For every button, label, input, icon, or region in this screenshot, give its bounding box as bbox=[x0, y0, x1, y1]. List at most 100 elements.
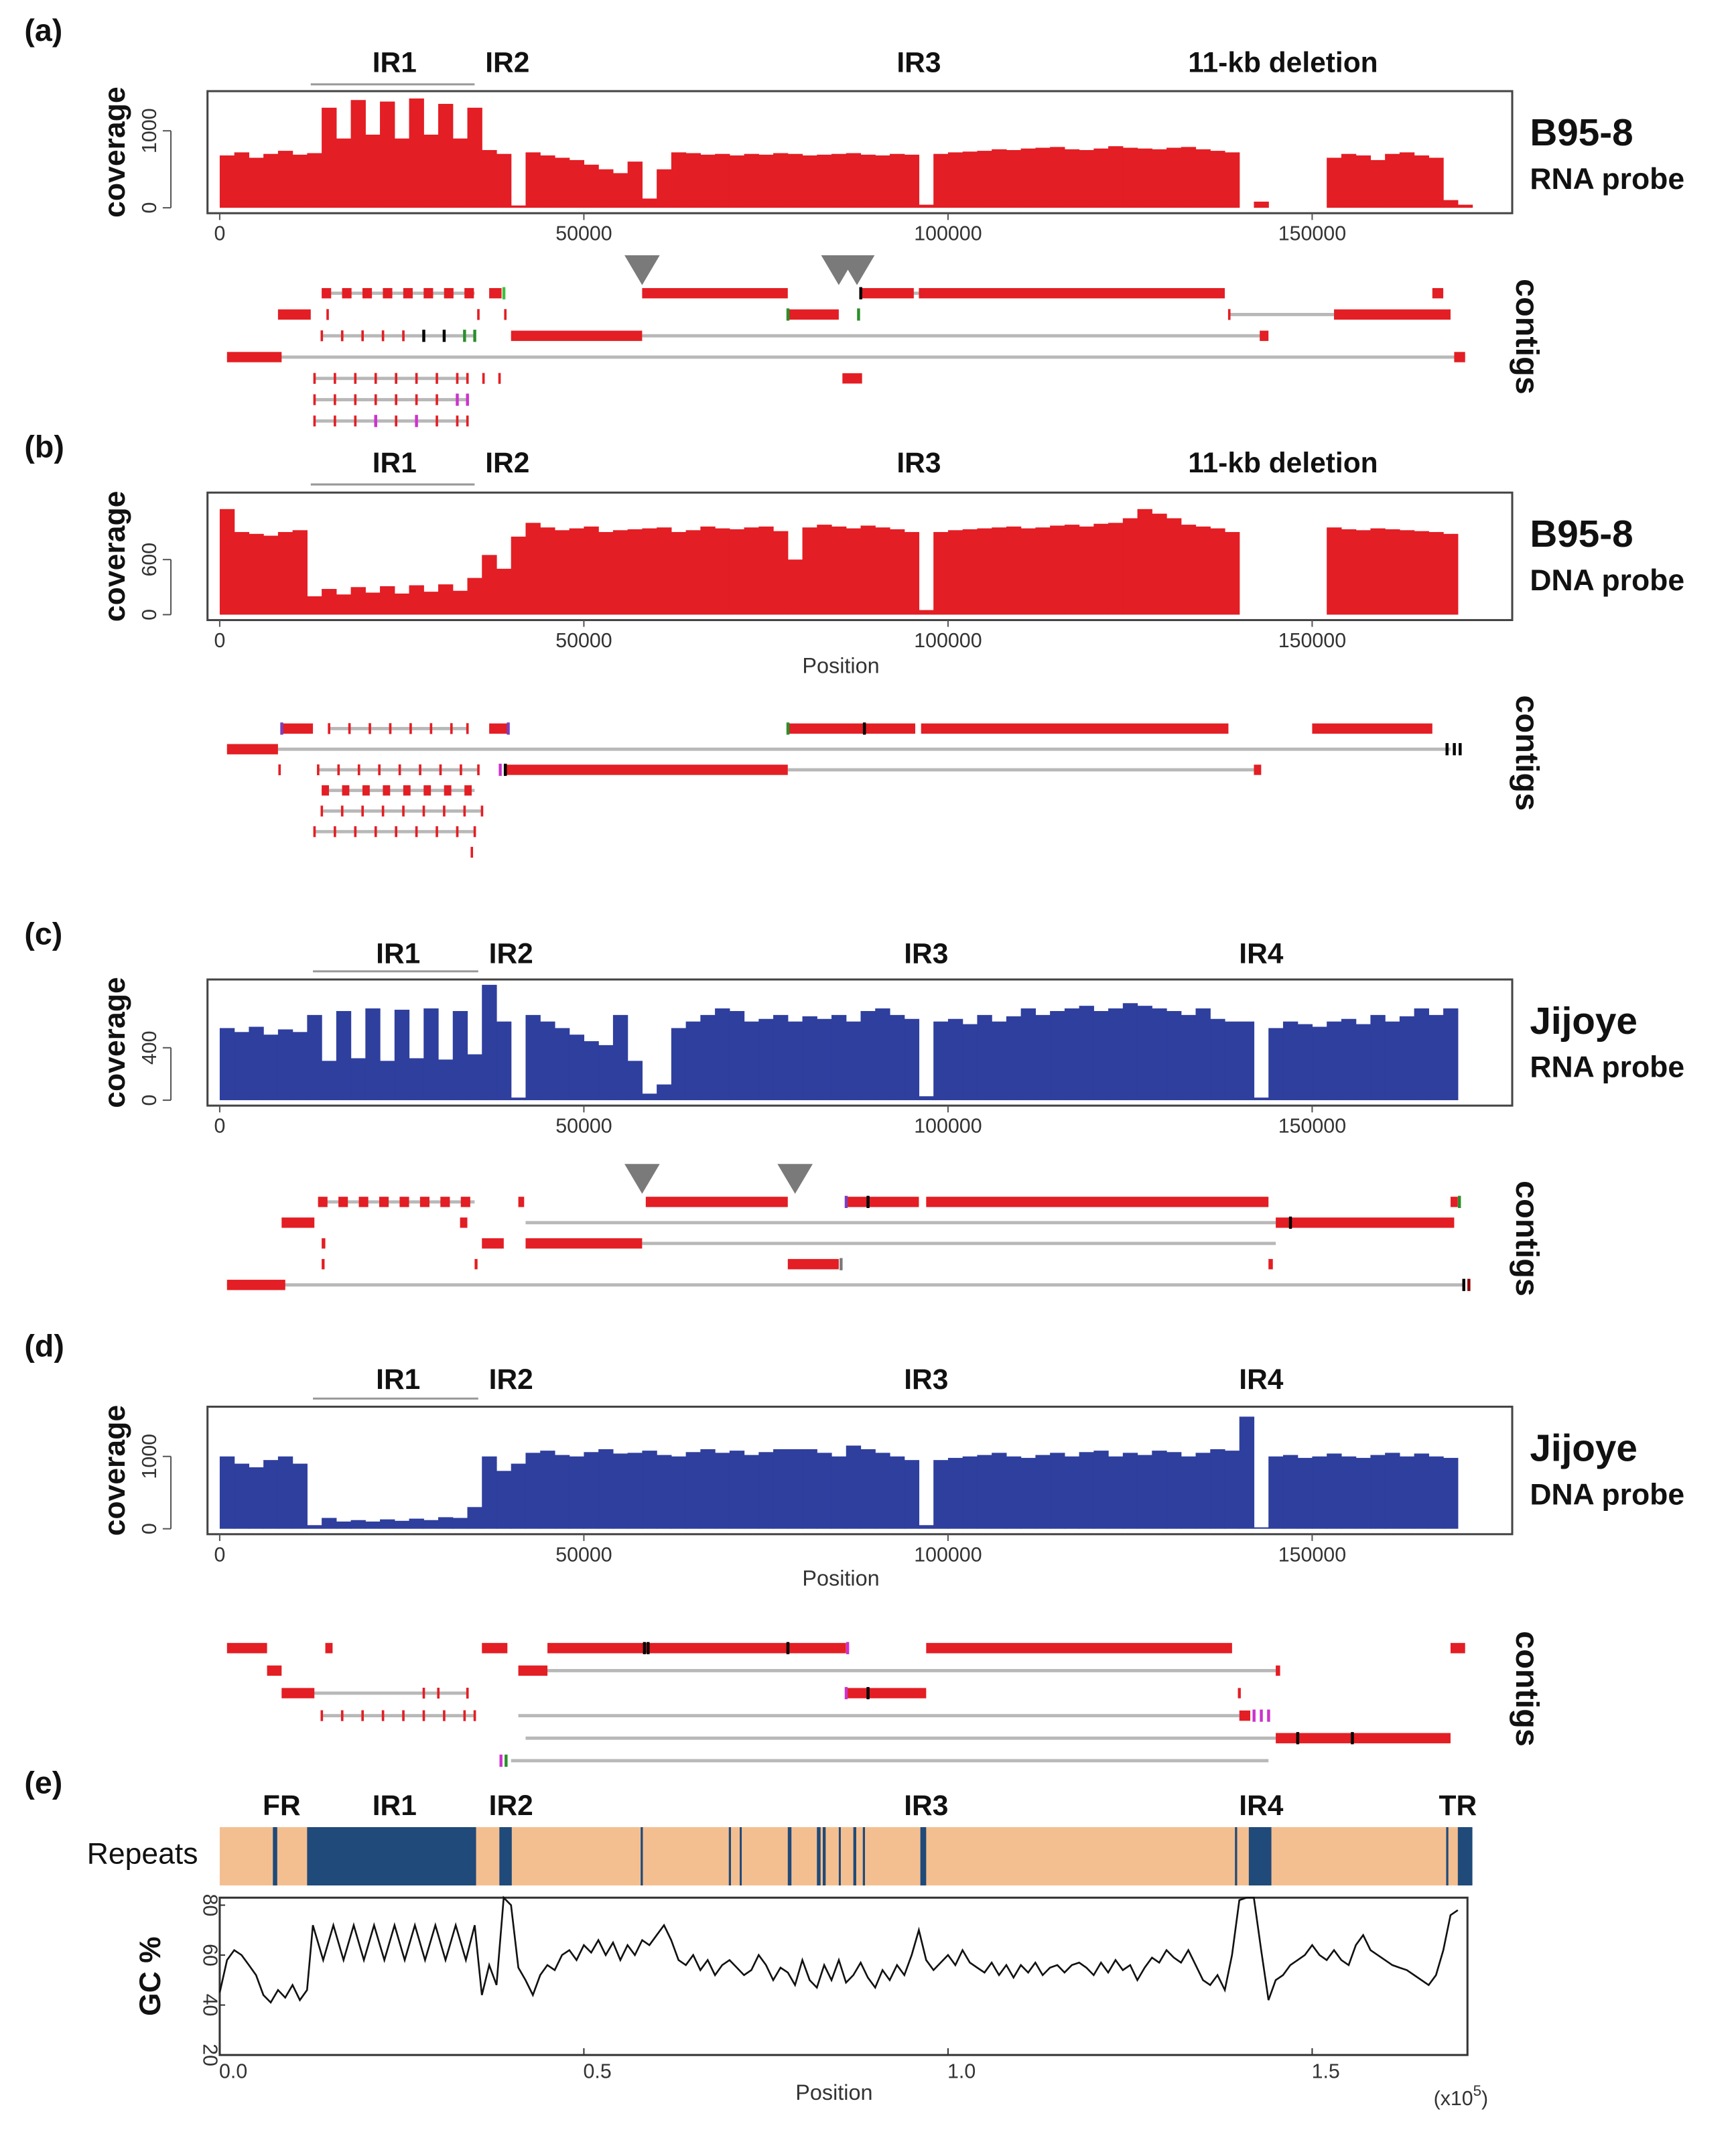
coverage-bar bbox=[219, 1028, 235, 1101]
contig-block bbox=[1276, 1665, 1280, 1676]
coverage-bar bbox=[219, 155, 235, 208]
contig-block bbox=[511, 330, 643, 341]
coverage-bar bbox=[423, 592, 439, 615]
coverage-bar bbox=[1210, 528, 1225, 615]
coverage-bar bbox=[307, 1525, 322, 1529]
contig-tick bbox=[456, 373, 459, 384]
coverage-bar bbox=[452, 1518, 468, 1529]
coverage-bar bbox=[1079, 149, 1094, 208]
contig bbox=[322, 785, 475, 796]
coverage-bar bbox=[1152, 149, 1167, 208]
contig-marker bbox=[505, 1754, 508, 1767]
region-label: FR bbox=[263, 1790, 301, 1822]
contig-marker bbox=[1296, 1732, 1300, 1745]
contig-block bbox=[444, 785, 452, 796]
coverage-bar bbox=[642, 1451, 657, 1529]
contig-tick bbox=[422, 1710, 425, 1721]
coverage-bar bbox=[992, 149, 1007, 208]
coverage-bar bbox=[889, 1014, 905, 1101]
coverage-bar bbox=[1108, 146, 1124, 208]
coverage-bar bbox=[307, 153, 322, 208]
contig-marker bbox=[374, 415, 377, 427]
contig-tick bbox=[328, 723, 330, 734]
contig-block bbox=[226, 1643, 267, 1654]
region-label: 11-kb deletion bbox=[1188, 448, 1378, 479]
coverage-bar bbox=[438, 104, 454, 208]
coverage-bar bbox=[394, 138, 410, 208]
coverage-bar bbox=[831, 153, 847, 208]
contig bbox=[226, 1642, 1465, 1654]
contig-tick bbox=[354, 373, 357, 384]
contig-tick bbox=[348, 723, 351, 734]
region-label: IR1 bbox=[373, 448, 417, 479]
contig-gap-line bbox=[511, 1759, 1269, 1763]
coverage-bar bbox=[773, 153, 789, 208]
coverage-bar bbox=[933, 153, 949, 208]
contig-marker bbox=[840, 1258, 843, 1270]
contig-tick bbox=[415, 373, 418, 384]
contig-marker bbox=[502, 287, 506, 299]
contig-tick bbox=[395, 826, 398, 838]
contig-block bbox=[787, 309, 839, 320]
coverage-bar bbox=[1428, 157, 1444, 208]
coverage-bar bbox=[540, 1451, 555, 1529]
contigs-label: contigs bbox=[1509, 1181, 1545, 1296]
contig bbox=[318, 1197, 475, 1207]
coverage-bar bbox=[569, 1456, 585, 1529]
contig bbox=[499, 1754, 1269, 1767]
region-label: TR bbox=[1439, 1790, 1477, 1822]
contig-marker bbox=[1457, 1195, 1461, 1208]
coverage-bar bbox=[817, 1018, 832, 1101]
coverage-bar bbox=[715, 1453, 730, 1529]
contig-block bbox=[921, 723, 1229, 734]
coverage-bar bbox=[1137, 1006, 1152, 1101]
coverage-bar bbox=[860, 525, 876, 615]
contig bbox=[226, 1278, 1471, 1291]
contig-marker bbox=[1260, 1709, 1263, 1722]
repeat-region bbox=[862, 1827, 866, 1886]
coverage-bar bbox=[744, 1021, 759, 1101]
contig-block bbox=[518, 1665, 548, 1676]
coverage-bar bbox=[452, 1010, 468, 1101]
coverage-bar bbox=[380, 1061, 395, 1101]
coverage-bar bbox=[409, 98, 424, 208]
coverage-bar bbox=[1443, 1457, 1459, 1529]
contig-tick bbox=[443, 805, 446, 817]
coverage-bar bbox=[1195, 1453, 1211, 1529]
coverage-bar bbox=[277, 1029, 293, 1101]
contig-tick bbox=[460, 764, 462, 776]
gc-line bbox=[218, 1895, 1459, 2004]
coverage-bar bbox=[875, 155, 890, 208]
contig bbox=[498, 763, 1262, 777]
x-axis-label: Position bbox=[795, 2080, 872, 2104]
coverage-bar bbox=[1050, 1453, 1065, 1529]
contig-marker bbox=[1462, 1278, 1465, 1291]
contig-tick bbox=[320, 330, 324, 342]
coverage-bar bbox=[875, 1453, 890, 1529]
coverage-bar bbox=[1093, 1010, 1109, 1101]
contig-tick bbox=[389, 723, 392, 734]
contig-gap-line bbox=[318, 1200, 475, 1204]
contig-block bbox=[226, 744, 278, 754]
coverage-bar bbox=[1312, 1456, 1327, 1529]
contig bbox=[320, 805, 484, 817]
contig-tick bbox=[378, 764, 381, 776]
contig-block bbox=[1239, 1710, 1251, 1721]
coverage-bar bbox=[365, 1008, 381, 1101]
coverage-bar bbox=[1020, 1008, 1036, 1101]
coverage-bar bbox=[1385, 153, 1400, 208]
coverage-bar bbox=[612, 1014, 628, 1101]
coverage-bar bbox=[336, 594, 352, 615]
coverage-bar bbox=[540, 527, 555, 615]
coverage-bar bbox=[365, 134, 381, 208]
coverage-bar bbox=[1355, 530, 1371, 615]
contig-block bbox=[325, 1643, 333, 1654]
repeat-region bbox=[641, 1827, 643, 1886]
coverage-bar bbox=[657, 527, 672, 615]
coverage-bar bbox=[802, 155, 817, 208]
contig-tick bbox=[477, 309, 480, 320]
coverage-bar bbox=[1195, 526, 1211, 615]
coverage-bar bbox=[350, 1058, 366, 1101]
coverage-bar bbox=[336, 138, 352, 208]
coverage-bar bbox=[1370, 1014, 1386, 1101]
